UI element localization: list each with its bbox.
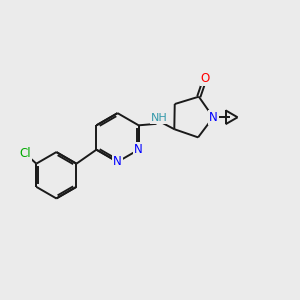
Text: N: N [134,143,143,156]
Text: O: O [201,72,210,85]
Text: N: N [209,111,218,124]
Text: N: N [113,155,122,168]
Text: NH: NH [151,113,167,124]
Text: Cl: Cl [19,147,31,160]
